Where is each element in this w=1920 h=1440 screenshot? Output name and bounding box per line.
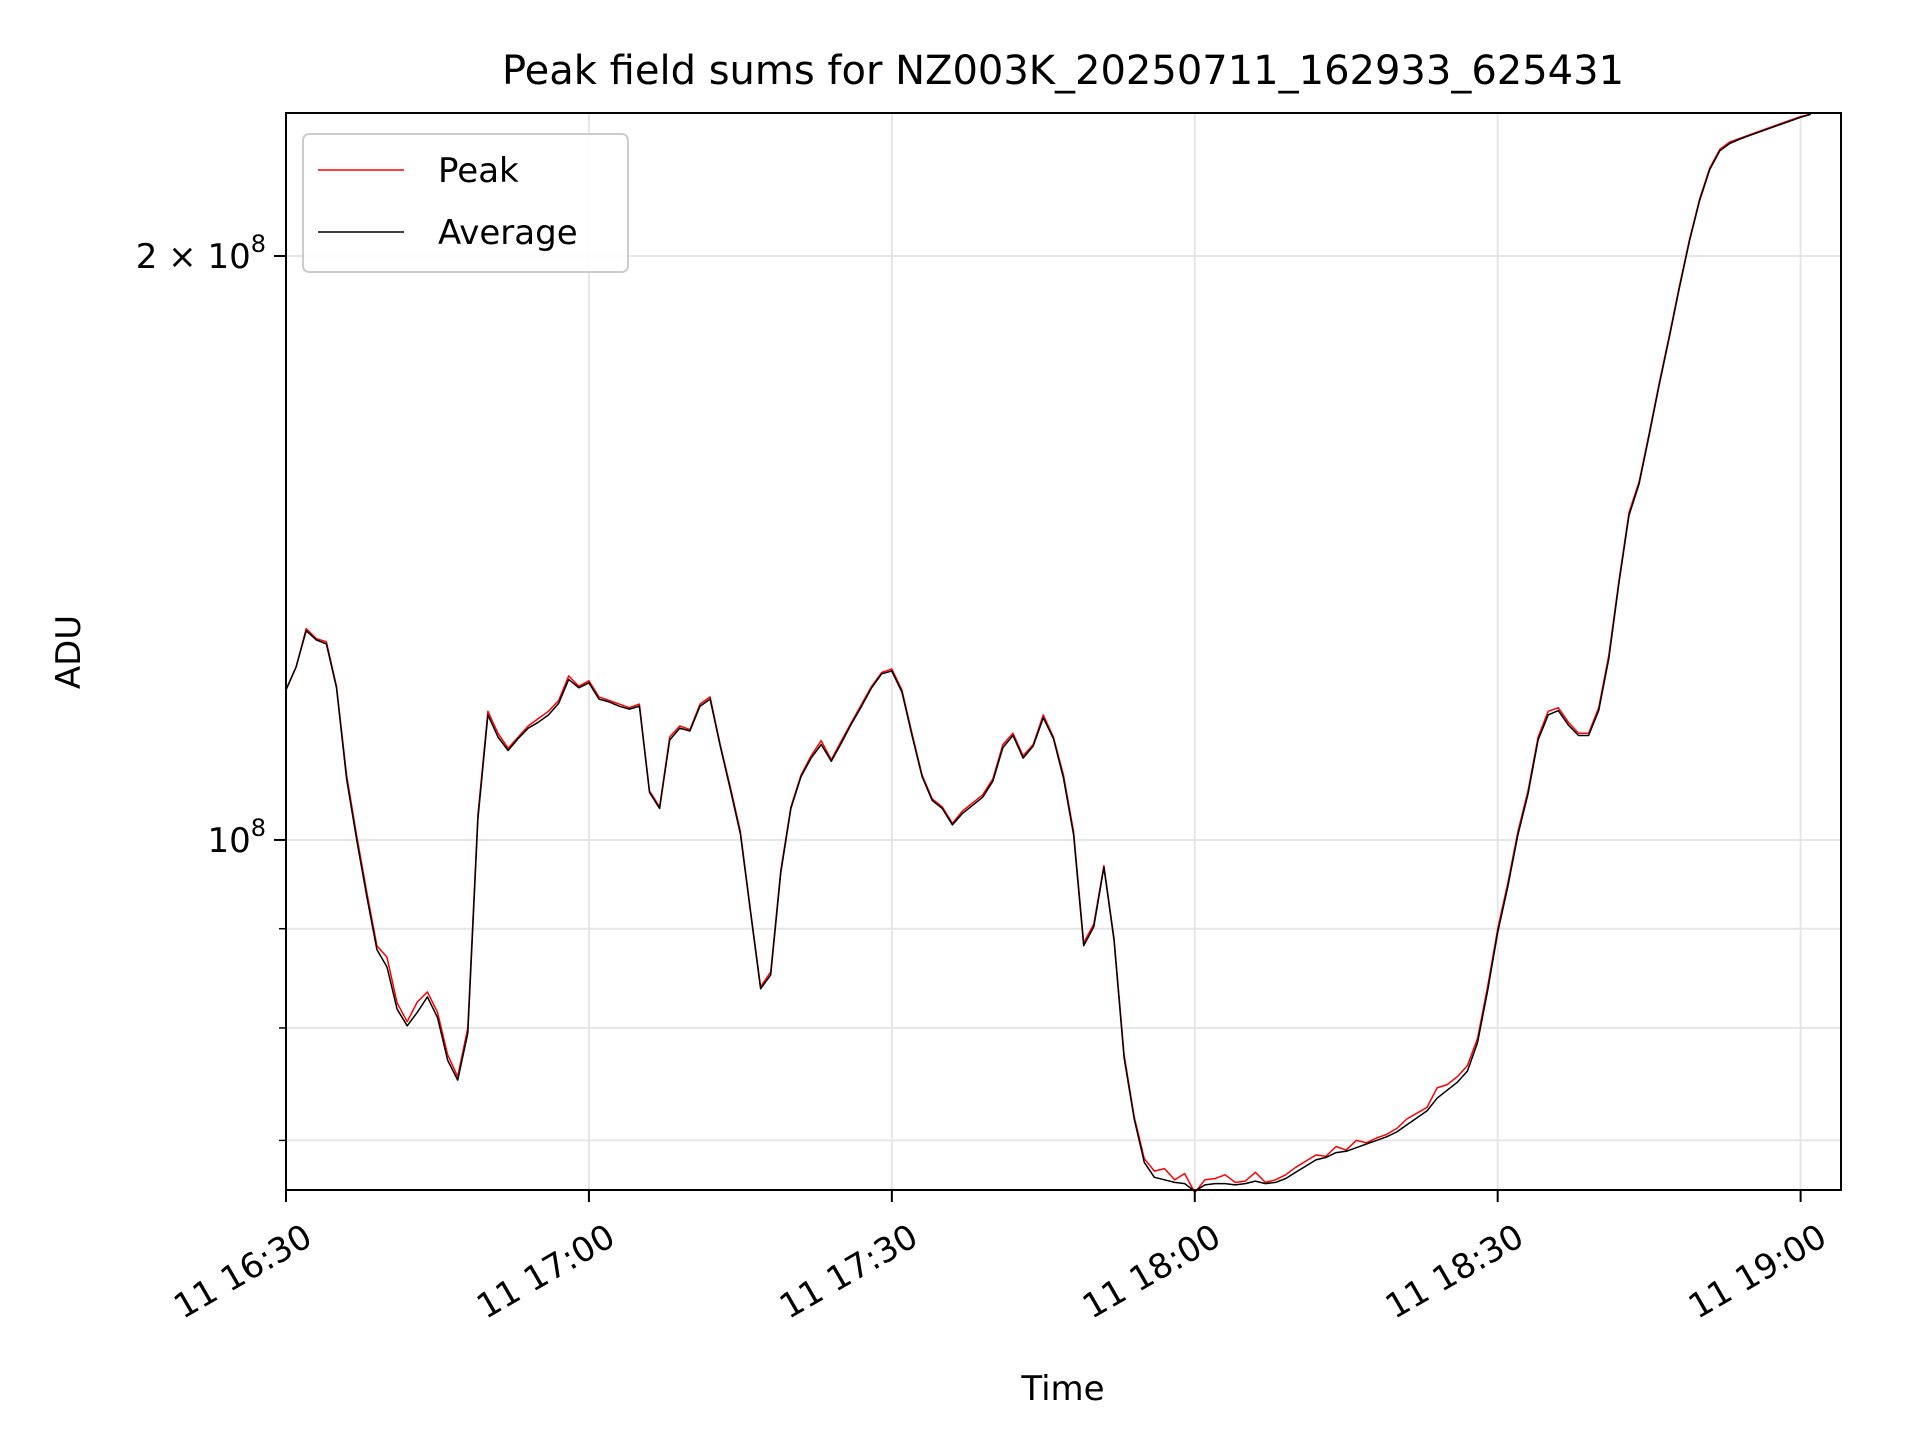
legend-label-average: Average xyxy=(438,213,578,253)
plot-frame xyxy=(285,112,1842,1191)
chart-title: Peak field sums for NZ003K_20250711_1629… xyxy=(502,48,1624,94)
legend-label-peak: Peak xyxy=(438,151,519,191)
y-axis-label: ADU xyxy=(49,615,89,689)
legend-box xyxy=(302,133,629,273)
y-tick-label: 108 xyxy=(207,814,266,861)
legend: Peak Average xyxy=(302,133,629,273)
y-axis: 108 2 × 108 xyxy=(136,230,286,1142)
series-line-peak xyxy=(285,113,1811,1194)
grid xyxy=(285,113,1841,1190)
series-lines xyxy=(285,113,1811,1194)
x-axis-label: Time xyxy=(1020,1369,1104,1409)
series-line-average xyxy=(285,113,1811,1193)
y-tick-label: 2 × 108 xyxy=(136,230,266,277)
